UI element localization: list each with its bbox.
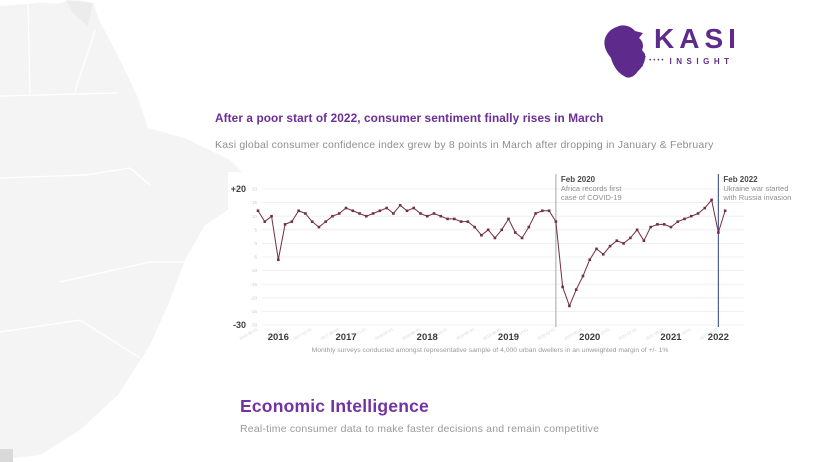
svg-text:-30: -30	[250, 323, 257, 328]
svg-text:2018: 2018	[417, 332, 438, 343]
svg-text:-15: -15	[250, 282, 257, 287]
svg-text:Ukraine war started: Ukraine war started	[723, 184, 788, 193]
chart-footnote: Monthly surveys conducted amongst repres…	[311, 347, 669, 354]
svg-text:Feb 2022: Feb 2022	[723, 175, 758, 184]
svg-text:-20: -20	[250, 295, 257, 300]
svg-text:2019-02-01: 2019-02-01	[455, 326, 476, 341]
footer-block: Economic Intelligence Real-time consumer…	[240, 396, 599, 435]
svg-text:-5: -5	[253, 255, 257, 260]
slide-subtitle: Kasi global consumer confidence index gr…	[215, 139, 714, 151]
footer-heading: Economic Intelligence	[240, 396, 429, 416]
footer-tagline: Real-time consumer data to make faster d…	[240, 423, 600, 435]
africa-logo-icon	[604, 25, 646, 78]
svg-text:2020-02-01: 2020-02-01	[536, 326, 557, 341]
svg-text:15: 15	[252, 200, 258, 205]
slide-corner-accent	[0, 449, 13, 462]
svg-text:2017-02-01: 2017-02-01	[292, 326, 313, 341]
slide-title: After a poor start of 2022, consumer sen…	[215, 111, 604, 125]
svg-text:2017: 2017	[335, 332, 356, 343]
svg-text:0: 0	[254, 241, 257, 246]
logo-dots: ••••	[649, 58, 666, 64]
logo-brand-text: KASI	[654, 23, 741, 54]
svg-text:Feb 2020: Feb 2020	[561, 175, 596, 184]
svg-text:2018-02-01: 2018-02-01	[374, 326, 395, 341]
kasi-logo: KASI ƒ •••• INSIGHT	[599, 24, 741, 80]
svg-text:-10: -10	[250, 268, 257, 273]
svg-text:2022: 2022	[708, 332, 729, 343]
logo-subbrand-text: INSIGHT	[669, 56, 734, 66]
svg-text:-30: -30	[233, 320, 246, 330]
confidence-chart-svg: 20151050-5-10-15-20-25-30+20-302016-06-0…	[228, 172, 828, 344]
logo-text-block: KASI ƒ •••• INSIGHT	[640, 23, 741, 68]
logo-subrow: ƒ •••• INSIGHT	[640, 55, 741, 67]
consumer-confidence-chart: 20 15 10 5 0 -5 -10 -15 -20 -25 -30 +20 -30 2016-06-0…	[228, 172, 828, 344]
logo-script-mark: ƒ	[640, 55, 647, 67]
svg-text:+20: +20	[231, 184, 246, 194]
svg-text:2016: 2016	[268, 332, 289, 343]
svg-text:5: 5	[254, 227, 257, 232]
svg-text:2021-02-01: 2021-02-01	[617, 326, 638, 341]
svg-text:-25: -25	[250, 309, 257, 314]
svg-text:Africa records first: Africa records first	[561, 184, 622, 193]
svg-text:case of COVID-19: case of COVID-19	[561, 193, 622, 202]
svg-text:2020: 2020	[579, 332, 600, 343]
svg-text:2021: 2021	[660, 332, 682, 343]
svg-text:10: 10	[252, 214, 258, 219]
svg-text:20: 20	[252, 187, 258, 192]
svg-text:2019: 2019	[498, 332, 519, 343]
svg-text:with Russia invasion: with Russia invasion	[722, 193, 791, 202]
africa-map-background	[0, 0, 256, 460]
